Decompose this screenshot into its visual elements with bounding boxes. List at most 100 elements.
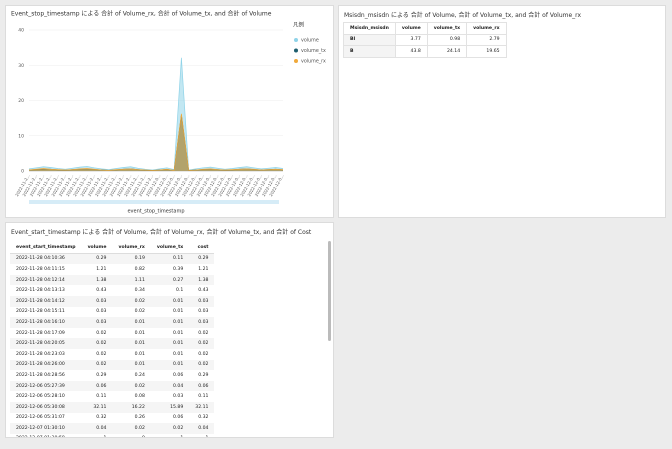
scrollbar[interactable] <box>328 241 331 341</box>
table-cell: 0.03 <box>173 394 184 400</box>
legend-marker <box>294 38 298 42</box>
table-cell: 2022-12-06 05:31:07 <box>16 415 65 421</box>
table-cell: 0.11 <box>150 253 190 265</box>
table-cell: 2022-12-07 01:30:10 <box>10 423 82 434</box>
scrollbar[interactable] <box>29 200 279 204</box>
table-row: 2022-11-28 04:10:36 0.29 0.19 0.11 0.29 <box>10 253 215 265</box>
table-row: 2022-12-07 01:30:581011 <box>10 434 214 437</box>
table-cell: 0.39 <box>173 266 184 272</box>
table-cell: 2022-11-28 04:28:56 <box>16 372 65 378</box>
table-cell: 0.29 <box>189 253 215 265</box>
table-cell: 1.21 <box>96 266 107 272</box>
table-cell: 32.11 <box>189 401 215 413</box>
table-cell: 1 <box>82 434 113 437</box>
area-line <box>28 57 284 171</box>
legend-label: volume_rx <box>301 59 326 65</box>
table-cell: 0.02 <box>81 338 113 349</box>
table-cell: 2022-11-28 04:23:03 <box>16 351 65 357</box>
table-cell: 2022-11-28 04:15:11 <box>16 309 65 315</box>
table-cell: 0.43 <box>198 288 209 294</box>
chart: Event_stop_timestamp による 合計 of Volume_rx… <box>11 10 326 215</box>
table-cell: 16.22 <box>112 401 151 413</box>
table-cell: 0.11 <box>96 394 107 400</box>
column-header: cost <box>189 242 215 254</box>
table-cell: 0.32 <box>96 415 107 421</box>
table-cell: 0.02 <box>96 330 107 336</box>
table-row: 2022-11-28 04:11:15 1.21 0.82 0.39 1.21 <box>10 264 214 275</box>
table-cell: 0 <box>112 434 150 437</box>
table-cell: 0.32 <box>198 415 209 421</box>
table-cell: 0.01 <box>173 351 184 357</box>
table-cell: 19.65 <box>466 45 507 58</box>
table-cell: 0.1 <box>175 288 184 294</box>
table-cell: 1.38 <box>189 274 215 286</box>
pivot-panel: Msisdn_msisdn による 合計 of Volume, 合計 of Vo… <box>338 5 666 218</box>
table-panel: Event_start_timestamp による 合計 of Volume, … <box>5 222 334 438</box>
x-axis-title: event_stop_timestamp <box>127 209 184 215</box>
table-cell: 0.06 <box>173 372 184 378</box>
table-cell: 2022-11-28 04:16:10 <box>10 317 82 328</box>
table-cell: 1 <box>151 434 189 437</box>
area-line <box>28 114 284 172</box>
table-cell: 0.29 <box>81 253 113 265</box>
table-row: 2022-11-28 04:23:03 0.02 0.01 0.01 0.02 <box>10 349 214 360</box>
table-cell: 1.38 <box>81 274 113 286</box>
table-cell: 0.98 <box>426 33 468 47</box>
table-cell: 0.11 <box>198 394 209 400</box>
column-header: event_start_timestamp <box>10 242 82 254</box>
table-cell: 2022-11-28 04:14:12 <box>10 295 82 307</box>
table-cell: 0.02 <box>134 309 145 315</box>
table-row: 2022-11-28 04:15:11 0.03 0.02 0.01 0.03 <box>10 307 214 318</box>
table-row: B 43.8 24.14 19.65 <box>343 45 507 58</box>
table-cell: 0.02 <box>112 423 151 434</box>
table-cell: 0.26 <box>134 415 145 421</box>
column-header: volume_tx <box>426 22 468 35</box>
table-cell: 0.02 <box>96 351 107 357</box>
legend-label: volume <box>301 38 319 44</box>
table-cell: 0.03 <box>189 295 215 307</box>
legend-label: volume_tx <box>301 48 326 54</box>
area-fill <box>29 114 283 171</box>
table-cell: 0.24 <box>134 372 145 378</box>
table-cell: 2022-12-06 05:30:08 <box>10 401 82 413</box>
table-row: BI 3.77 0.98 2.79 <box>343 33 507 47</box>
table-cell: 2022-11-28 04:26:00 <box>10 359 82 371</box>
table-cell: 0.01 <box>134 330 145 336</box>
column-header: Msisdn_msisdn <box>343 22 396 35</box>
table-cell: 1.21 <box>198 266 209 272</box>
table-row: 2022-12-06 05:30:08 32.11 16.22 15.89 32.11 <box>10 401 215 413</box>
table-cell: 0.04 <box>189 423 215 434</box>
table-row: 2022-11-28 04:12:14 1.38 1.11 0.27 1.38 <box>10 274 215 286</box>
table-cell: 0.19 <box>112 253 151 265</box>
table-cell: 0.03 <box>81 317 113 328</box>
table-cell: 0.02 <box>198 351 209 357</box>
pivot-table: Msisdn_msisdn volume volume_tx volume_rx BI 3… <box>343 22 507 58</box>
table-cell: 0.01 <box>150 317 190 328</box>
column-header: volume <box>394 22 428 35</box>
table-cell: 0.02 <box>198 330 209 336</box>
area-fill <box>29 57 283 171</box>
table-cell: 0.01 <box>112 359 151 371</box>
legend-marker <box>294 59 298 63</box>
chart-panel: Event_stop_timestamp による 合計 of Volume_rx… <box>5 5 334 218</box>
table-cell: 0.01 <box>112 338 151 349</box>
table-cell: 0.01 <box>150 295 190 307</box>
area-fill <box>29 113 283 171</box>
table-cell: 2022-11-28 04:17:09 <box>16 330 65 336</box>
table-row: 2022-11-28 04:28:56 0.29 0.24 0.06 0.29 <box>10 370 214 381</box>
table-cell: 0.01 <box>173 330 184 336</box>
table-cell: 0.01 <box>134 351 145 357</box>
table-cell: B <box>343 45 396 58</box>
y-tick-label: 40 <box>18 28 24 34</box>
y-tick-label: 20 <box>18 98 24 104</box>
table-cell: 0.04 <box>150 380 190 392</box>
y-tick-label: 10 <box>18 133 24 139</box>
table-cell: 0.01 <box>173 309 184 315</box>
table-cell: 43.8 <box>394 45 428 58</box>
table-cell: 0.02 <box>81 359 113 371</box>
column-header: volume <box>81 242 113 254</box>
table-cell: 0.08 <box>134 394 145 400</box>
table-cell: 0.03 <box>189 317 215 328</box>
legend-marker <box>294 48 298 53</box>
table-cell: 0.02 <box>112 295 151 307</box>
